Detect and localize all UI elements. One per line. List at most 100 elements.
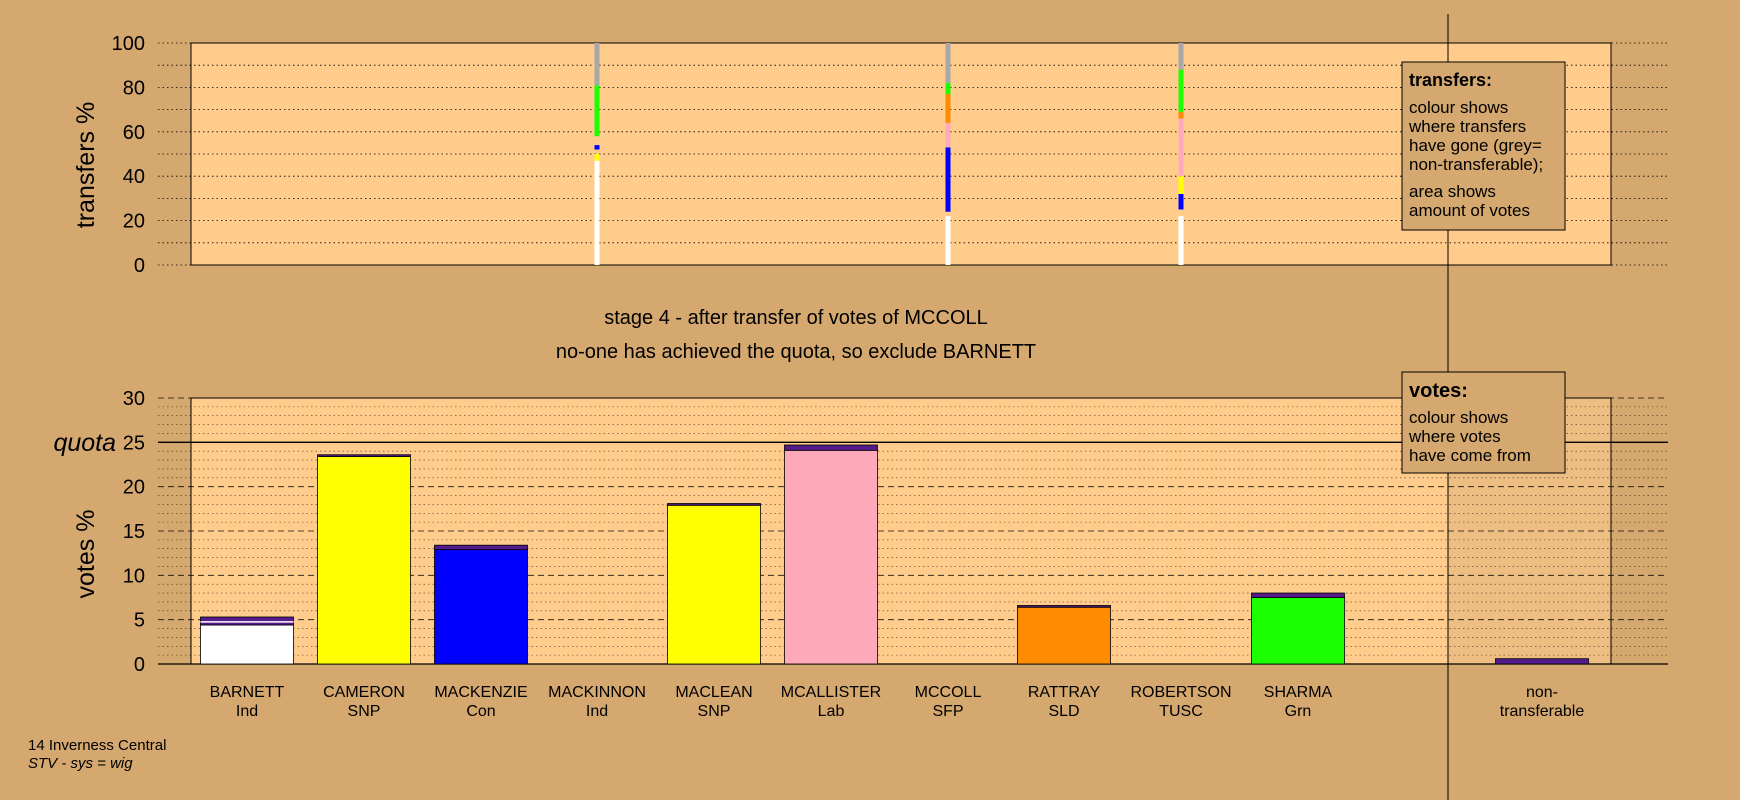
candidate-name: ROBERTSON xyxy=(1130,684,1231,701)
stage-title: stage 4 - after transfer of votes of MCC… xyxy=(604,307,988,329)
transfers-y-tick-label: 60 xyxy=(123,122,145,144)
transfer-segment xyxy=(1178,193,1184,210)
votes-y-axis-label: votes % xyxy=(72,510,100,599)
votes-y-tick-label: 0 xyxy=(134,654,145,676)
votes-legend-line: where votes xyxy=(1408,427,1501,446)
candidate-name: RATTRAY xyxy=(1028,684,1101,701)
votes-y-ticks: 0 5 10 15 20 25 30 xyxy=(123,388,145,676)
quota-label: quota xyxy=(53,429,116,457)
votes-y-tick-label: 15 xyxy=(123,521,145,543)
votes-y-tick-label: 10 xyxy=(123,565,145,587)
transferred-votes-segment xyxy=(667,503,761,506)
transfers-legend-heading: transfers: xyxy=(1409,70,1492,90)
transfers-columns xyxy=(594,43,1184,265)
transfers-y-tick-label: 100 xyxy=(112,33,145,55)
votes-legend-box: votes: colour shows where votes have com… xyxy=(1401,371,1566,474)
transfers-legend-line: non-transferable); xyxy=(1409,155,1543,174)
transferred-votes-segment xyxy=(1017,605,1111,608)
candidate-party: Lab xyxy=(818,703,845,720)
candidate-name: MCALLISTER xyxy=(781,684,881,701)
candidate-bar xyxy=(317,454,411,665)
votes-chart: 0 5 10 15 20 25 30 BARNETT Ind CAMERON SNP MACKENZ… xyxy=(53,388,1668,720)
candidate-party: TUSC xyxy=(1159,703,1203,720)
candidate-bar xyxy=(434,544,528,665)
candidate-name: MACKINNON xyxy=(548,684,646,701)
transfer-segment xyxy=(594,85,600,137)
candidate-bar xyxy=(200,616,294,665)
transferred-votes-segment xyxy=(1251,592,1345,598)
transfer-column xyxy=(594,43,600,265)
candidate-party: transferable xyxy=(1500,703,1585,720)
candidate-labels: BARNETT Ind CAMERON SNP MACKENZIE Con MACKINNO… xyxy=(210,684,1585,720)
original-votes-segment xyxy=(1017,606,1111,665)
votes-y-tick-label: 20 xyxy=(123,477,145,499)
votes-y-tick-label: 5 xyxy=(134,610,145,632)
candidate-name: SHARMA xyxy=(1264,684,1333,701)
counting-system: STV - sys = wig xyxy=(28,755,133,772)
transfer-segment xyxy=(594,145,600,150)
original-votes-segment xyxy=(667,504,761,665)
candidate-party: SLD xyxy=(1048,703,1079,720)
candidate-party: SNP xyxy=(698,703,731,720)
transfer-segment xyxy=(945,43,951,83)
candidate-bar xyxy=(1495,658,1589,665)
transfer-segment xyxy=(594,160,600,265)
candidate-name: MACKENZIE xyxy=(434,684,527,701)
transfers-y-tick-label: 0 xyxy=(134,255,145,277)
transfers-legend-line: amount of votes xyxy=(1409,201,1530,220)
transfer-segment xyxy=(594,154,600,161)
candidate-bar xyxy=(1017,605,1111,665)
transferred-votes-segment xyxy=(200,616,294,626)
candidate-name: MACLEAN xyxy=(675,684,752,701)
votes-y-tick-label: 30 xyxy=(123,388,145,410)
transfer-segment xyxy=(1178,118,1184,177)
candidate-bar xyxy=(1251,592,1345,665)
transfers-y-tick-label: 20 xyxy=(123,211,145,233)
transferred-votes-segment xyxy=(317,454,411,457)
candidate-party: Ind xyxy=(236,703,258,720)
constituency-name: 14 Inverness Central xyxy=(28,737,166,754)
transfer-segment xyxy=(1178,111,1184,119)
transfer-segment xyxy=(1178,216,1184,265)
transfers-legend-line: where transfers xyxy=(1408,117,1526,136)
transfers-y-ticks: 0 20 40 60 80 100 xyxy=(112,33,145,277)
transfers-chart: 0 20 40 60 80 100 transfers % xyxy=(72,33,1668,277)
transferred-votes-segment xyxy=(434,544,528,551)
transfer-column xyxy=(945,43,951,265)
transfer-segment xyxy=(945,147,951,212)
candidate-name: MCCOLL xyxy=(915,684,982,701)
candidate-party: Ind xyxy=(586,703,608,720)
transferred-votes-segment xyxy=(1495,658,1589,665)
votes-bars xyxy=(200,444,1589,665)
original-votes-segment xyxy=(317,456,411,665)
transfer-column xyxy=(1178,43,1184,265)
original-votes-segment xyxy=(1251,597,1345,665)
transfers-legend-line: have gone (grey= xyxy=(1409,136,1542,155)
original-votes-segment xyxy=(434,549,528,665)
transfer-segment xyxy=(1178,69,1184,112)
transfer-segment xyxy=(945,82,951,95)
votes-legend-line: have come from xyxy=(1409,446,1531,465)
transfer-segment xyxy=(1178,43,1184,70)
transfer-segment xyxy=(1178,176,1184,194)
original-votes-segment xyxy=(784,449,878,665)
transfer-segment xyxy=(594,43,600,86)
transfers-y-tick-label: 80 xyxy=(123,77,145,99)
votes-legend-line: colour shows xyxy=(1409,408,1508,427)
candidate-bar xyxy=(667,503,761,665)
transfers-legend-box: transfers: colour shows where transfers … xyxy=(1401,61,1566,231)
votes-y-tick-label: 25 xyxy=(123,432,145,454)
transfer-segment xyxy=(945,216,951,265)
original-votes-segment xyxy=(200,624,294,665)
candidate-party: SNP xyxy=(348,703,381,720)
candidate-party: SFP xyxy=(932,703,963,720)
transferred-votes-segment xyxy=(784,444,878,451)
votes-legend-heading: votes: xyxy=(1409,380,1468,402)
transfers-legend-line: colour shows xyxy=(1409,98,1508,117)
candidate-name: BARNETT xyxy=(210,684,285,701)
transfer-segment xyxy=(945,94,951,123)
candidate-party: Con xyxy=(466,703,495,720)
transfers-y-tick-label: 40 xyxy=(123,166,145,188)
candidate-party: Grn xyxy=(1285,703,1312,720)
